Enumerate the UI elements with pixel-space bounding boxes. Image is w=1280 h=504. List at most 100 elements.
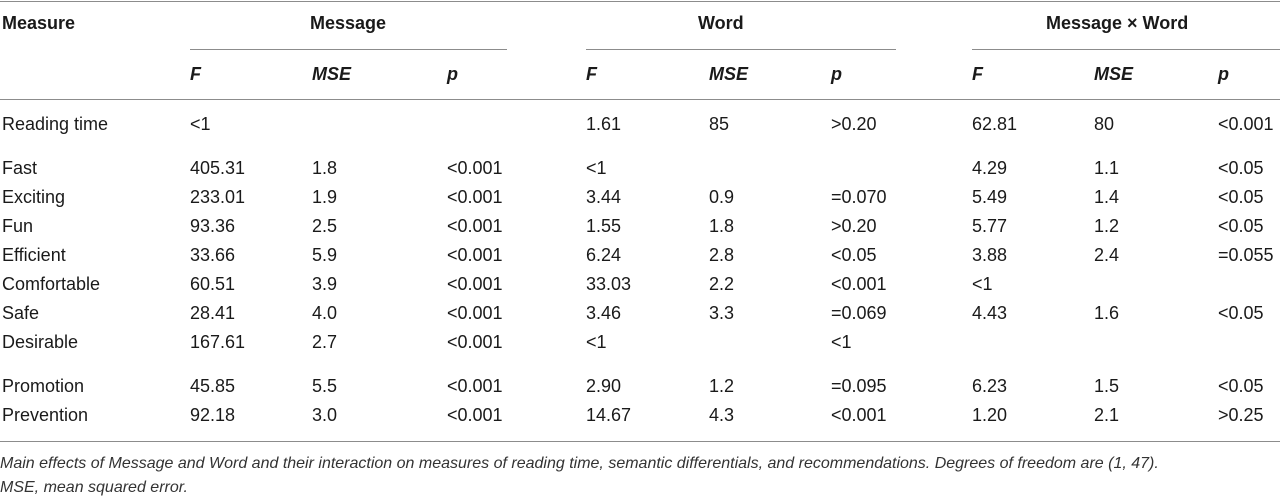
table-cell-message-x-word-f: 5.49 (972, 187, 1008, 207)
table-cell-message-x-word-mse: 1.2 (1094, 216, 1120, 236)
table-cell-message-x-word-f: 4.43 (972, 303, 1008, 323)
group-rule-message-x-word (972, 49, 1280, 50)
table-cell-word-f: 6.24 (586, 245, 622, 265)
row-label: Fun (2, 216, 34, 236)
table-cell-message-x-word-f: <1 (972, 274, 993, 294)
table-cell-word-f: 1.55 (586, 216, 622, 236)
table-cell-word-mse: 0.9 (709, 187, 735, 207)
table-cell-message-mse: 5.9 (312, 245, 338, 265)
table-cell-message-x-word-f: 62.81 (972, 114, 1018, 134)
table-cell-message-x-word-p: <0.001 (1218, 114, 1274, 134)
header-measure: Measure (2, 13, 76, 33)
table-cell-message-x-word-f: 6.23 (972, 376, 1008, 396)
row-label: Safe (2, 303, 40, 323)
subheader-word-mse: MSE (709, 64, 749, 84)
table-cell-word-mse: 2.2 (709, 274, 735, 294)
table-cell-word-p: <0.001 (831, 405, 887, 425)
row-label: Promotion (2, 376, 85, 396)
table-cell-message-f: 28.41 (190, 303, 236, 323)
table-cell-message-f: 33.66 (190, 245, 236, 265)
table-cell-message-x-word-mse: 80 (1094, 114, 1115, 134)
table-cell-message-mse: 5.5 (312, 376, 338, 396)
group-rule-word (586, 49, 896, 50)
table-cell-word-mse: 85 (709, 114, 730, 134)
table-cell-message-p: <0.001 (447, 216, 503, 236)
table-cell-message-x-word-mse: 1.6 (1094, 303, 1120, 323)
table-cell-message-mse: 1.8 (312, 158, 338, 178)
table-cell-message-x-word-f: 4.29 (972, 158, 1008, 178)
table-cell-message-x-word-p: <0.05 (1218, 187, 1264, 207)
table-cell-message-mse: 3.0 (312, 405, 338, 425)
table-cell-message-f: <1 (190, 114, 211, 134)
subheader-word-p: p (831, 64, 842, 84)
table-cell-message-x-word-mse: 2.4 (1094, 245, 1120, 265)
table-cell-word-p: >0.20 (831, 114, 877, 134)
table-cell-word-mse: 4.3 (709, 405, 735, 425)
table-cell-word-mse: 1.2 (709, 376, 735, 396)
table-cell-message-p: <0.001 (447, 245, 503, 265)
row-label: Exciting (2, 187, 66, 207)
header-message-x-word: Message × Word (1046, 13, 1189, 33)
table-cell-message-f: 167.61 (190, 332, 246, 352)
header-message: Message (310, 13, 387, 33)
table-cell-word-p: >0.20 (831, 216, 877, 236)
table-cell-word-f: 2.90 (586, 376, 622, 396)
table-cell-message-mse: 2.7 (312, 332, 338, 352)
table-cell-word-mse: 3.3 (709, 303, 735, 323)
table-cell-message-p: <0.001 (447, 158, 503, 178)
table-cell-message-x-word-f: 5.77 (972, 216, 1008, 236)
table-cell-message-p: <0.001 (447, 187, 503, 207)
table-cell-word-p: =0.095 (831, 376, 887, 396)
table-cell-word-mse: 2.8 (709, 245, 735, 265)
table-bottom-rule (0, 441, 1280, 442)
row-label: Efficient (2, 245, 66, 265)
row-label: Comfortable (2, 274, 101, 294)
row-label: Prevention (2, 405, 89, 425)
table-cell-message-x-word-mse: 1.1 (1094, 158, 1120, 178)
row-label: Desirable (2, 332, 79, 352)
table-cell-message-f: 233.01 (190, 187, 246, 207)
table-cell-message-mse: 4.0 (312, 303, 338, 323)
table-cell-message-f: 60.51 (190, 274, 236, 294)
table-cell-word-f: 3.46 (586, 303, 622, 323)
table-cell-word-f: <1 (586, 158, 607, 178)
subheader-message-p: p (447, 64, 458, 84)
table-cell-word-f: 3.44 (586, 187, 622, 207)
table-cell-message-x-word-mse: 1.5 (1094, 376, 1120, 396)
table-cell-message-p: <0.001 (447, 376, 503, 396)
table-cell-message-x-word-p: =0.055 (1218, 245, 1274, 265)
table-cell-message-x-word-p: <0.05 (1218, 376, 1264, 396)
subheader-message-x-word-f: F (972, 64, 983, 84)
table-cell-message-p: <0.001 (447, 303, 503, 323)
table-cell-word-p: <0.05 (831, 245, 877, 265)
caption-line-1: Main effects of Message and Word and the… (0, 455, 1159, 472)
table-cell-word-f: 33.03 (586, 274, 632, 294)
subheader-message-f: F (190, 64, 201, 84)
table-cell-word-f: <1 (586, 332, 607, 352)
subheader-message-x-word-p: p (1218, 64, 1229, 84)
table-cell-word-f: 14.67 (586, 405, 632, 425)
table-cell-message-mse: 1.9 (312, 187, 338, 207)
table-cell-message-p: <0.001 (447, 405, 503, 425)
table-caption: Main effects of Message and Word and the… (0, 452, 1276, 500)
table-cell-message-f: 92.18 (190, 405, 236, 425)
table-cell-message-f: 405.31 (190, 158, 246, 178)
table-cell-message-p: <0.001 (447, 274, 503, 294)
table-cell-message-x-word-p: <0.05 (1218, 216, 1264, 236)
table-cell-word-p: <0.001 (831, 274, 887, 294)
table-cell-word-p: =0.069 (831, 303, 887, 323)
table-cell-message-mse: 2.5 (312, 216, 338, 236)
table-cell-message-x-word-p: <0.05 (1218, 158, 1264, 178)
header-bottom-rule (0, 99, 1280, 100)
table-cell-message-x-word-f: 3.88 (972, 245, 1008, 265)
table-cell-message-p: <0.001 (447, 332, 503, 352)
subheader-message-mse: MSE (312, 64, 352, 84)
group-rule-message (190, 49, 507, 50)
subheader-message-x-word-mse: MSE (1094, 64, 1134, 84)
row-label: Fast (2, 158, 38, 178)
table-cell-message-f: 93.36 (190, 216, 236, 236)
table-cell-message-x-word-p: <0.05 (1218, 303, 1264, 323)
caption-line-2: MSE, mean squared error. (0, 479, 188, 496)
table-cell-message-x-word-p: >0.25 (1218, 405, 1264, 425)
table-cell-word-p: <1 (831, 332, 852, 352)
